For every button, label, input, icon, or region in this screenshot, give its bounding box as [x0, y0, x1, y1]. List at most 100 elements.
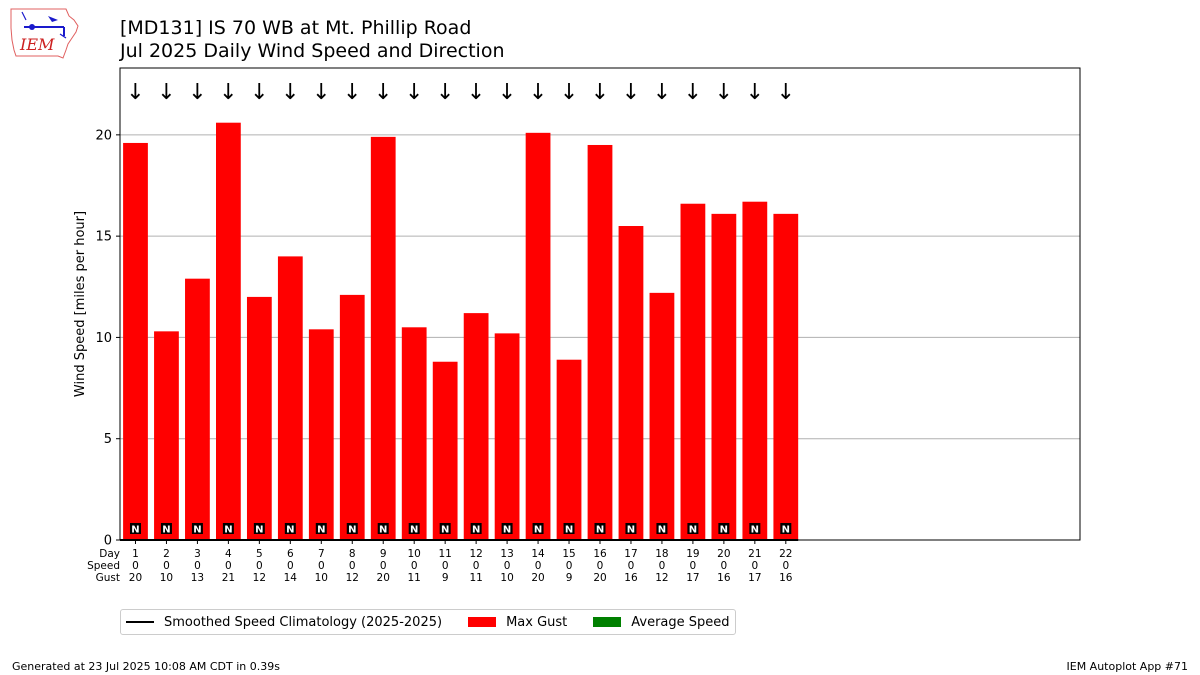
x-axis-table: 1020201030134021501260147010801290201001… [87, 539, 799, 584]
x-tick-gust: 20 [531, 572, 544, 584]
legend-label: Max Gust [506, 614, 568, 630]
direction-label-box [129, 523, 141, 534]
x-tick-speed: 0 [380, 560, 387, 572]
x-tick-gust: 14 [284, 572, 298, 584]
y-axis-label: Wind Speed [miles per hour] [73, 211, 88, 397]
x-tick-day: 22 [779, 548, 792, 560]
direction-label-box [532, 523, 544, 534]
direction-arrow: ↓ [281, 80, 299, 105]
direction-label: N [689, 525, 697, 536]
bar-max-gust [649, 292, 675, 540]
x-tick-gust: 10 [500, 572, 513, 584]
bar-max-gust [773, 213, 799, 541]
x-tick-speed: 0 [659, 560, 666, 572]
bar-max-gust [339, 294, 365, 540]
direction-arrow: ↓ [684, 80, 702, 105]
x-tick-day: 11 [438, 548, 451, 560]
direction-label: N [317, 525, 325, 536]
x-tick-gust: 16 [624, 572, 638, 584]
x-tick-day: 10 [408, 548, 421, 560]
x-tick-gust: 9 [442, 572, 449, 584]
bar-max-gust [216, 122, 241, 540]
direction-label-box [191, 523, 203, 534]
direction-label: N [379, 525, 387, 536]
x-tick-speed: 0 [721, 560, 728, 572]
x-tick-day: 4 [225, 548, 232, 560]
legend-red-swatch [468, 617, 497, 627]
bar-max-gust [587, 144, 613, 540]
x-tick-speed: 0 [782, 560, 789, 572]
direction-label-box [749, 523, 761, 534]
x-tick-speed: 0 [194, 560, 201, 572]
x-tick-gust: 16 [779, 572, 793, 584]
x-tick-day: 1 [132, 548, 139, 560]
bar-max-gust [123, 142, 148, 540]
generated-footer: Generated at 23 Jul 2025 10:08 AM CDT in… [12, 660, 280, 673]
direction-arrow: ↓ [498, 80, 516, 105]
x-tick-speed: 0 [473, 560, 480, 572]
bar-max-gust [494, 333, 520, 540]
y-tick-label: 15 [95, 230, 112, 245]
bar-max-gust [401, 327, 427, 540]
direction-label-box [377, 523, 389, 534]
x-tick-gust: 20 [593, 572, 606, 584]
legend-label: Smoothed Speed Climatology (2025-2025) [164, 614, 443, 630]
direction-label-box [501, 523, 513, 534]
direction-arrow: ↓ [157, 80, 175, 105]
direction-arrow: ↓ [343, 80, 361, 105]
app-footer: IEM Autoplot App #71 [1066, 660, 1189, 673]
direction-label-box [470, 523, 482, 534]
x-tick-gust: 12 [253, 572, 266, 584]
bar-max-gust [246, 296, 272, 540]
direction-label-box [563, 523, 575, 534]
direction-arrow: ↓ [777, 80, 795, 105]
direction-label-box [780, 523, 792, 534]
direction-label: N [441, 525, 449, 536]
direction-arrow: ↓ [653, 80, 671, 105]
x-tick-speed: 0 [566, 560, 573, 572]
bar-max-gust [711, 213, 737, 541]
bar-max-gust [432, 361, 458, 540]
bars [123, 122, 799, 541]
direction-label-box [656, 523, 668, 534]
direction-label: N [720, 525, 728, 536]
direction-label: N [224, 525, 232, 536]
x-tick-gust: 17 [748, 572, 761, 584]
x-row-header: Gust [96, 572, 120, 584]
x-tick-day: 3 [194, 548, 201, 560]
direction-label: N [286, 525, 294, 536]
direction-arrows: ↓ ↓ ↓ ↓ ↓ ↓ ↓ ↓ ↓ ↓ ↓ ↓ ↓ ↓ ↓ ↓ ↓ ↓ ↓ ↓ ↓ ↓ [126, 80, 795, 105]
x-tick-day: 21 [748, 548, 761, 560]
chart-subtitle: Jul 2025 Daily Wind Speed and Direction [120, 40, 505, 62]
x-tick-gust: 11 [408, 572, 421, 584]
direction-label-box [315, 523, 327, 534]
direction-label-box [284, 523, 296, 534]
direction-label: N [503, 525, 511, 536]
direction-label: N [534, 525, 542, 536]
x-tick-speed: 0 [349, 560, 356, 572]
x-tick-day: 16 [593, 548, 607, 560]
x-tick-gust: 12 [655, 572, 668, 584]
direction-arrow: ↓ [312, 80, 330, 105]
x-tick-speed: 0 [132, 560, 139, 572]
x-row-header: Day [99, 548, 120, 560]
x-tick-gust: 20 [377, 572, 390, 584]
x-tick-gust: 13 [191, 572, 204, 584]
direction-arrow: ↓ [374, 80, 392, 105]
direction-label: N [255, 525, 263, 536]
y-tick-label: 20 [95, 128, 112, 143]
direction-label-box [408, 523, 420, 534]
direction-label-box [594, 523, 606, 534]
y-axis-ticks: 0 5 10 15 20 [95, 128, 120, 549]
legend-item-climatology: Smoothed Speed Climatology (2025-2025) [126, 615, 442, 630]
direction-label-box [253, 523, 265, 534]
direction-arrow: ↓ [188, 80, 206, 105]
y-tick-label: 0 [104, 534, 112, 549]
bar-max-gust [308, 329, 334, 540]
direction-arrow: ↓ [622, 80, 640, 105]
iem-logo: IEM [10, 8, 79, 59]
y-tick-label: 5 [104, 432, 112, 447]
x-tick-gust: 9 [566, 572, 573, 584]
direction-arrow: ↓ [405, 80, 423, 105]
